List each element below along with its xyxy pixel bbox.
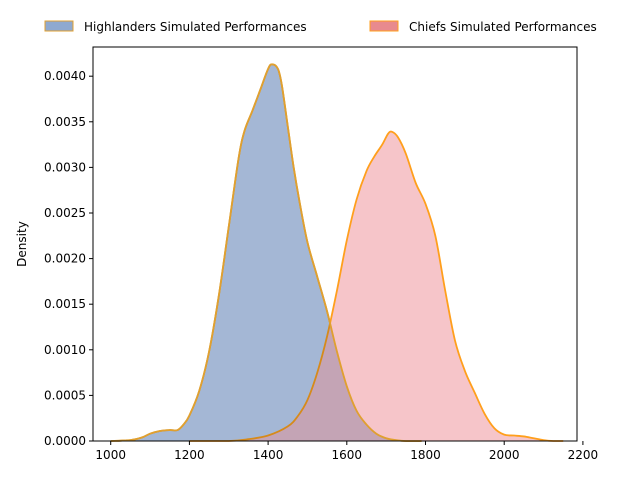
y-tick-label: 0.0030 <box>44 160 86 174</box>
x-tick-label: 1600 <box>332 448 363 462</box>
x-tick-label: 1200 <box>174 448 205 462</box>
density-areas <box>110 63 564 442</box>
series-line-1-top <box>110 63 422 442</box>
x-axis: 1000 1200 1400 1600 1800 2000 2200 <box>95 441 598 462</box>
y-axis-title: Density <box>15 221 29 267</box>
plot-frame <box>92 46 578 442</box>
legend-swatch-2 <box>369 20 399 32</box>
legend-label-2: Chiefs Simulated Performances <box>409 20 597 34</box>
y-tick-label: 0.0025 <box>44 206 86 220</box>
x-tick-label: 1400 <box>253 448 284 462</box>
overlap-tint <box>110 64 422 441</box>
x-tick-label: 1000 <box>95 448 126 462</box>
x-tick-label: 2000 <box>489 448 520 462</box>
y-tick-label: 0.0035 <box>44 115 86 129</box>
y-tick-label: 0.0015 <box>44 297 86 311</box>
legend-swatch-1 <box>44 20 74 32</box>
x-tick-label: 2200 <box>568 448 599 462</box>
series-area-2 <box>189 131 564 441</box>
y-tick-label: 0.0020 <box>44 252 86 266</box>
x-tick-label: 1800 <box>410 448 441 462</box>
y-tick-label: 0.0040 <box>44 69 86 83</box>
legend: Highlanders Simulated Performances Chiefs… <box>44 20 597 34</box>
y-axis: 0.0000 0.0005 0.0010 0.0015 0.0020 0.0025 0.00… <box>44 69 93 448</box>
y-tick-label: 0.0010 <box>44 343 86 357</box>
y-tick-label: 0.0000 <box>44 434 86 448</box>
y-tick-label: 0.0005 <box>44 388 86 402</box>
legend-label-1: Highlanders Simulated Performances <box>84 20 307 34</box>
